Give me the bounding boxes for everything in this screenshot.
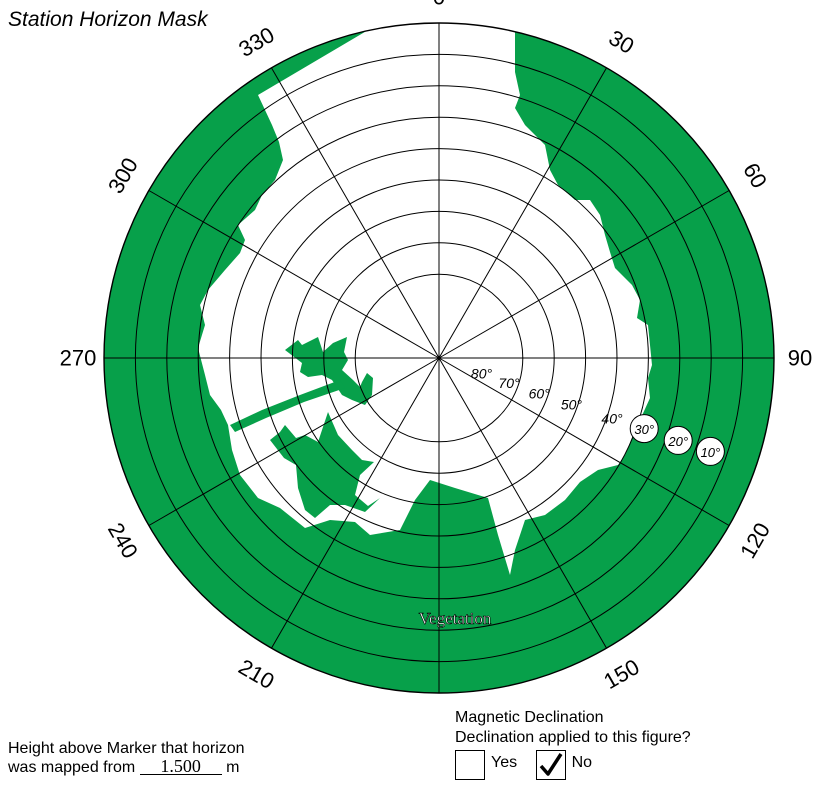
no-checkbox[interactable] — [535, 750, 566, 780]
azimuth-label: 240 — [103, 518, 143, 562]
declination-heading: Magnetic Declination — [455, 709, 604, 726]
declination-option-yes[interactable]: Yes — [455, 750, 531, 780]
horizon-mask-polar-plot: 0306090120150180210240270300330 80°70°60… — [60, 0, 813, 694]
azimuth-spokes — [104, 23, 774, 693]
azimuth-spoke — [271, 67, 440, 359]
azimuth-spoke — [438, 357, 730, 526]
height-note-prefix: was mapped from — [8, 759, 136, 776]
azimuth-label: 210 — [234, 654, 278, 694]
elevation-label: 60° — [529, 386, 551, 402]
yes-label: Yes — [491, 754, 518, 772]
azimuth-spoke — [148, 190, 440, 359]
vegetation-label: Vegetation — [419, 609, 492, 628]
elevation-label: 50° — [561, 397, 583, 413]
height-unit: m — [226, 759, 240, 776]
azimuth-label: 90 — [788, 346, 812, 371]
elevation-label: 40° — [601, 411, 623, 427]
vegetation-intrusion — [230, 337, 380, 518]
checkmark-icon — [539, 753, 563, 776]
page-title: Station Horizon Mask — [8, 8, 208, 31]
azimuth-label: 0 — [433, 0, 445, 10]
azimuth-spoke — [438, 357, 607, 649]
azimuth-label: 30 — [605, 25, 639, 59]
azimuth-spoke — [438, 190, 730, 359]
azimuth-label: 120 — [735, 518, 775, 562]
elevation-label: 10° — [701, 445, 721, 460]
azimuth-label: 60 — [738, 159, 772, 193]
elevation-label: 70° — [498, 375, 520, 391]
elevation-label-badge — [663, 425, 693, 455]
open-sky-region — [198, 23, 652, 575]
height-note-line2: was mapped from 1.500 m — [8, 757, 245, 777]
elevation-label-badge — [695, 436, 725, 466]
elevation-label: 80° — [471, 366, 493, 382]
azimuth-label: 270 — [60, 346, 97, 371]
no-label: No — [571, 754, 593, 772]
height-note: Height above Marker that horizon was map… — [8, 740, 245, 777]
declination-option-no[interactable]: No — [535, 750, 606, 780]
azimuth-spoke — [148, 357, 440, 526]
elevation-label: 30° — [634, 422, 654, 437]
height-value: 1.500 — [139, 757, 222, 775]
yes-checkbox[interactable] — [455, 750, 485, 780]
azimuth-label: 330 — [234, 22, 278, 62]
declination-question: Declination applied to this figure? — [455, 729, 691, 746]
azimuth-spoke — [438, 67, 607, 359]
azimuth-label: 150 — [599, 654, 643, 694]
azimuth-spoke — [271, 357, 440, 649]
height-note-line1: Height above Marker that horizon — [8, 740, 245, 757]
elevation-label: 20° — [667, 434, 688, 449]
azimuth-label: 300 — [103, 153, 143, 197]
declination-options: Yes No — [455, 750, 691, 780]
elevation-labels: 80° 70° 60° 50° 40° 30° 20° 10° — [471, 366, 725, 466]
elevation-label-badge — [629, 414, 659, 444]
declination-panel: Magnetic Declination Declination applied… — [455, 708, 691, 780]
